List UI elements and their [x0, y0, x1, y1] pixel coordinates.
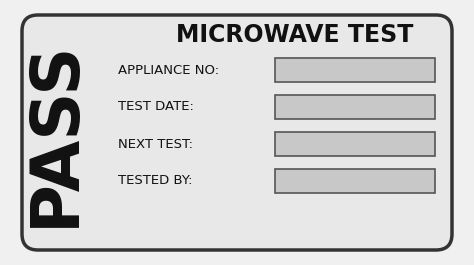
Text: TESTED BY:: TESTED BY:: [118, 174, 192, 188]
Text: NEXT TEST:: NEXT TEST:: [118, 138, 193, 151]
Text: APPLIANCE NO:: APPLIANCE NO:: [118, 64, 219, 77]
FancyBboxPatch shape: [275, 58, 435, 82]
Text: MICROWAVE TEST: MICROWAVE TEST: [176, 23, 414, 47]
Text: PASS: PASS: [22, 39, 88, 227]
FancyBboxPatch shape: [22, 15, 452, 250]
Text: TEST DATE:: TEST DATE:: [118, 100, 194, 113]
FancyBboxPatch shape: [275, 169, 435, 193]
FancyBboxPatch shape: [275, 132, 435, 156]
FancyBboxPatch shape: [275, 95, 435, 119]
